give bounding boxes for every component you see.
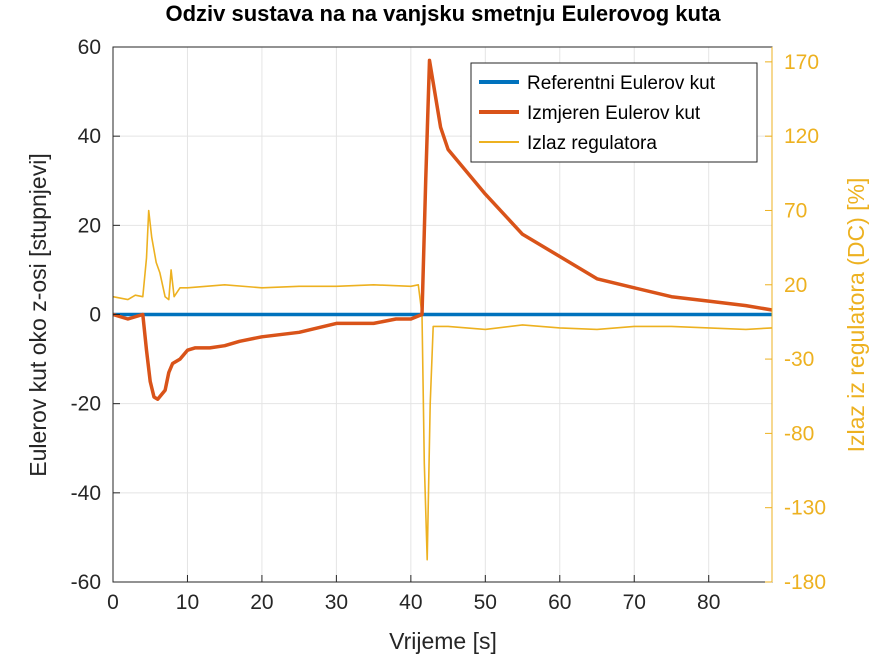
x-tick-label: 50 <box>474 591 497 614</box>
y-tick-label-left: -40 <box>71 482 101 505</box>
x-tick-label: 0 <box>107 591 119 614</box>
legend-entry-reference: Referentni Eulerov kut <box>527 73 716 94</box>
y-tick-label-left: 60 <box>78 36 101 59</box>
ticks: 0 10 20 30 40 50 60 70 80 60 40 20 0 -20 -40 -60 170 120 7… <box>71 36 826 614</box>
legend-entry-measured: Izmjeren Eulerov kut <box>527 103 701 124</box>
y-axis-label-right: Izlaz iz regulatora (DC) [%] <box>843 178 869 453</box>
y-tick-label-right: 120 <box>784 125 819 148</box>
y-tick-label-left: 20 <box>78 214 101 237</box>
x-tick-label: 80 <box>697 591 720 614</box>
y-tick-label-left: 40 <box>78 125 101 148</box>
y-tick-label-right: -30 <box>784 348 814 371</box>
y-tick-label-right: 170 <box>784 51 819 74</box>
x-tick-label: 40 <box>399 591 422 614</box>
legend: Referentni Eulerov kut Izmjeren Eulerov … <box>470 62 758 163</box>
y-tick-label-left: 0 <box>89 304 101 327</box>
y-tick-label-right: -80 <box>784 422 814 445</box>
series-line-measured <box>112 58 773 401</box>
chart-title: Odziv sustava na na vanjsku smetnju Eule… <box>165 1 721 26</box>
legend-entry-controller: Izlaz regulatora <box>527 133 657 154</box>
x-tick-label: 20 <box>250 591 273 614</box>
y-tick-label-right: 70 <box>784 199 807 222</box>
y-axis-label-left: Eulerov kut oko z-osi [stupnjevi] <box>25 153 51 476</box>
series-line-controller <box>112 209 773 561</box>
y-tick-label-left: -60 <box>71 571 101 594</box>
y-tick-label-right: 20 <box>784 274 807 297</box>
y-tick-label-right: -130 <box>784 497 826 520</box>
x-tick-label: 60 <box>548 591 571 614</box>
x-axis-label: Vrijeme [s] <box>389 628 497 654</box>
x-tick-label: 30 <box>325 591 348 614</box>
y-tick-label-left: -20 <box>71 393 101 416</box>
y-tick-label-right: -180 <box>784 571 826 594</box>
series-layer <box>112 58 773 561</box>
x-tick-label: 70 <box>623 591 646 614</box>
x-tick-label: 10 <box>176 591 199 614</box>
